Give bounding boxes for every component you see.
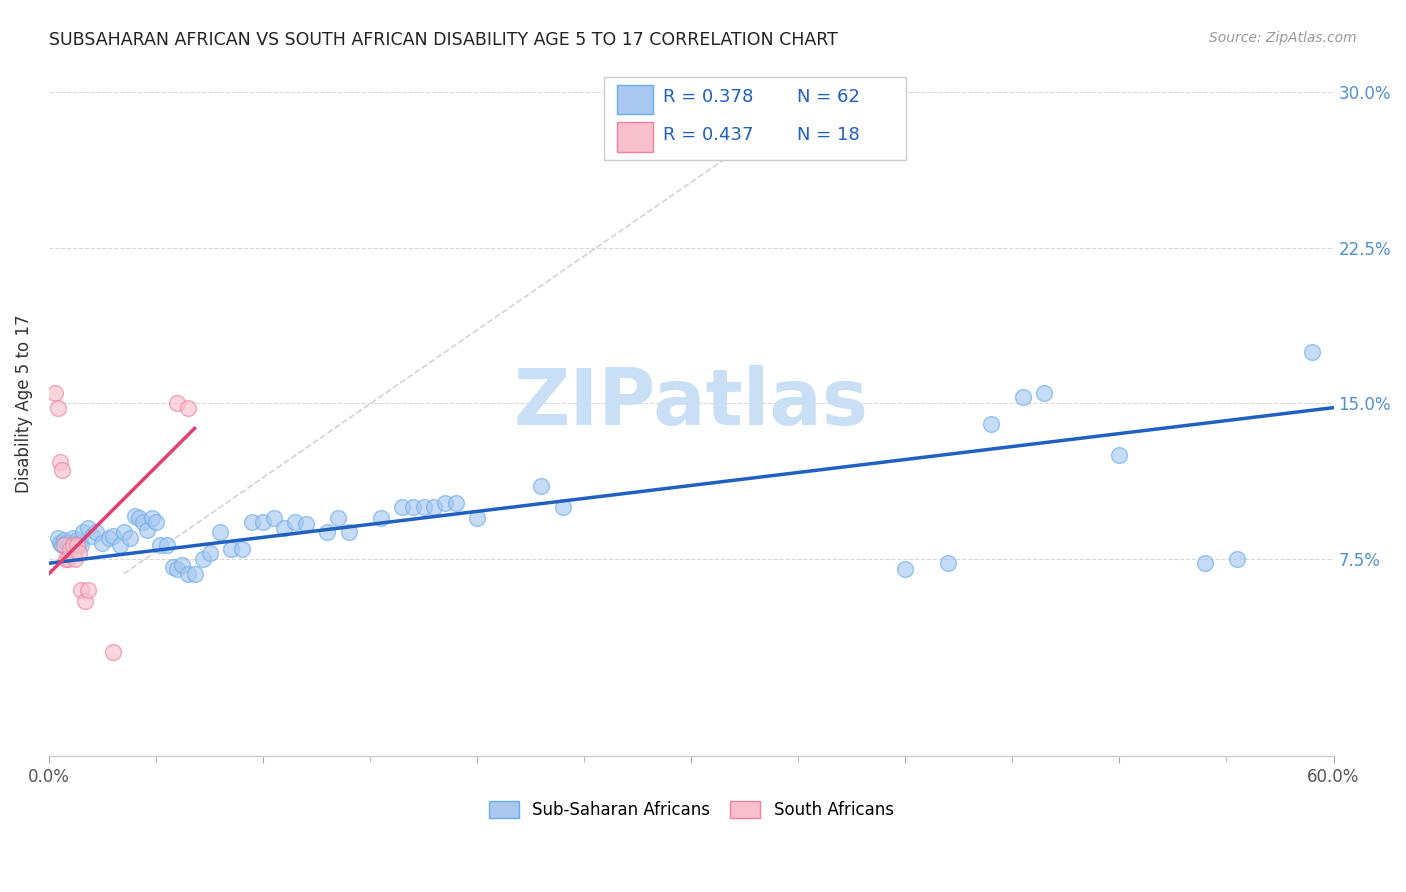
Text: ZIPatlas: ZIPatlas [513, 366, 869, 442]
Point [58, 538, 80, 552]
Point [128, 510, 150, 524]
Point [295, 516, 318, 531]
Point [316, 525, 339, 540]
Point [231, 541, 253, 556]
FancyBboxPatch shape [605, 77, 905, 160]
Point [219, 541, 242, 556]
Point [166, 562, 188, 576]
Point [66, 533, 89, 548]
Point [48, 454, 70, 468]
Point [97, 532, 120, 546]
Text: SUBSAHARAN AFRICAN VS SOUTH AFRICAN DISABILITY AGE 5 TO 17 CORRELATION CHART: SUBSAHARAN AFRICAN VS SOUTH AFRICAN DISA… [49, 31, 838, 49]
Point [391, 500, 413, 515]
Point [59, 535, 82, 549]
Point [51, 538, 73, 552]
Point [198, 546, 221, 560]
Point [1194, 556, 1216, 570]
Point [1226, 552, 1249, 566]
Point [326, 510, 349, 524]
Point [70, 538, 93, 552]
Point [252, 515, 274, 529]
FancyBboxPatch shape [617, 85, 652, 114]
Point [75, 593, 97, 607]
Point [1108, 448, 1130, 462]
Point [530, 479, 553, 493]
Point [136, 523, 159, 537]
Point [62, 538, 84, 552]
Point [44, 386, 66, 401]
Point [63, 538, 86, 552]
Point [209, 525, 232, 540]
Point [444, 496, 467, 510]
Point [263, 510, 285, 524]
Point [112, 525, 135, 540]
Text: Source: ZipAtlas.com: Source: ZipAtlas.com [1209, 31, 1357, 45]
Point [402, 500, 425, 515]
Legend: Sub-Saharan Africans, South Africans: Sub-Saharan Africans, South Africans [482, 794, 900, 825]
Point [936, 556, 959, 570]
Point [67, 535, 90, 549]
Point [1301, 344, 1323, 359]
Point [166, 396, 188, 410]
FancyBboxPatch shape [617, 122, 652, 152]
Point [141, 510, 163, 524]
Point [183, 566, 205, 581]
Point [51, 463, 73, 477]
Point [980, 417, 1002, 432]
Point [412, 500, 434, 515]
Point [894, 562, 917, 576]
Point [66, 538, 89, 552]
Point [55, 552, 77, 566]
Point [59, 541, 82, 556]
Point [551, 500, 574, 515]
Point [48, 535, 70, 549]
Point [124, 508, 146, 523]
Point [145, 515, 167, 529]
Point [423, 500, 446, 515]
Text: N = 62: N = 62 [797, 87, 859, 106]
Point [91, 535, 114, 549]
Point [370, 510, 392, 524]
Point [62, 532, 84, 546]
Point [191, 552, 214, 566]
Point [1033, 386, 1056, 401]
Point [103, 529, 125, 543]
Point [132, 515, 155, 529]
Point [76, 521, 98, 535]
Point [72, 525, 94, 540]
Point [156, 538, 179, 552]
Y-axis label: Disability Age 5 to 17: Disability Age 5 to 17 [15, 314, 32, 492]
Point [58, 552, 80, 566]
Point [434, 496, 457, 510]
Point [465, 510, 488, 524]
Text: R = 0.378: R = 0.378 [664, 87, 754, 106]
Point [70, 583, 93, 598]
Point [46, 401, 69, 415]
Point [52, 533, 75, 548]
Text: N = 18: N = 18 [797, 126, 859, 145]
Point [744, 131, 766, 145]
Point [284, 515, 307, 529]
Point [273, 521, 295, 535]
Point [177, 401, 200, 415]
Point [63, 552, 86, 566]
Point [46, 532, 69, 546]
Point [80, 529, 103, 543]
Point [84, 525, 107, 540]
Point [108, 538, 131, 552]
Point [162, 560, 184, 574]
Point [76, 583, 98, 598]
Point [55, 535, 77, 549]
Point [52, 538, 75, 552]
Point [67, 546, 90, 560]
Point [149, 538, 172, 552]
Point [120, 532, 142, 546]
Text: R = 0.437: R = 0.437 [664, 126, 754, 145]
Point [177, 566, 200, 581]
Point [240, 515, 263, 529]
Point [1012, 390, 1035, 404]
Point [170, 558, 193, 573]
Point [337, 525, 360, 540]
Point [103, 646, 125, 660]
